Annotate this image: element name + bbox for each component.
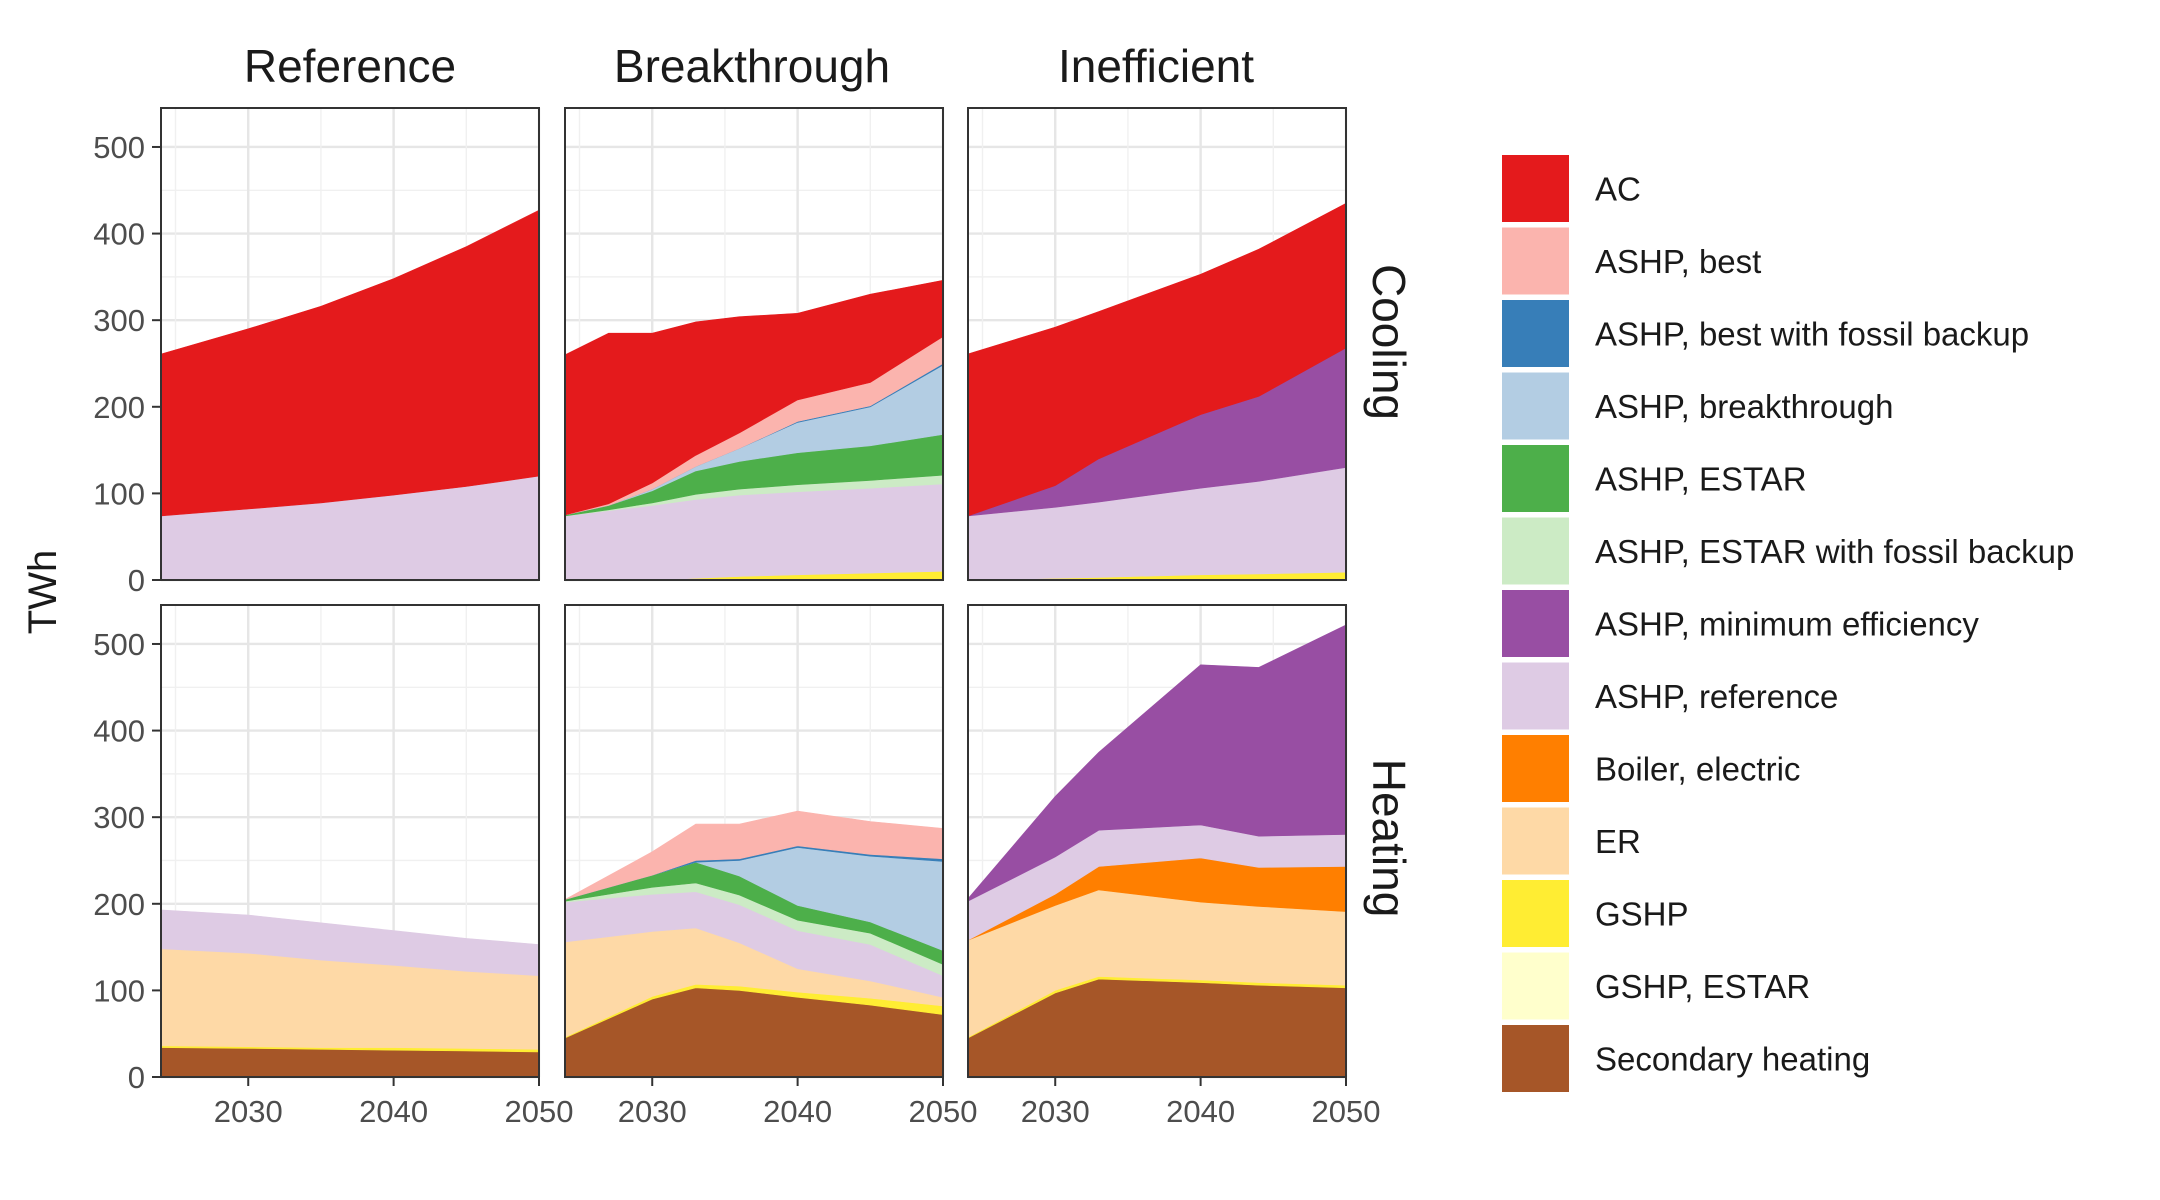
panel-border (967, 604, 1347, 1078)
legend-item-ashp-minimum-efficiency: ASHP, minimum efficiency (1502, 590, 1979, 657)
legend-label: ASHP, ESTAR with fossil backup (1595, 533, 2074, 570)
legend-label: GSHP (1595, 896, 1689, 933)
area-ashp-reference (161, 909, 539, 977)
x-tick-label: 2040 (1166, 1094, 1235, 1129)
panel-border (564, 107, 944, 581)
y-tick-label: 200 (93, 887, 145, 922)
y-axis-label: TWh (21, 550, 65, 634)
x-tick-label: 2030 (618, 1094, 687, 1129)
legend-key (1502, 1025, 1569, 1092)
y-tick-label: 400 (93, 217, 145, 252)
x-tick-label: 2040 (359, 1094, 428, 1129)
x-tick-label: 2040 (763, 1094, 832, 1129)
row-strip-heating: Heating (1363, 759, 1415, 918)
legend-label: ER (1595, 823, 1641, 860)
legend-key (1502, 590, 1569, 657)
legend-label: ASHP, ESTAR (1595, 461, 1807, 498)
legend-key (1502, 445, 1569, 512)
legend-key (1502, 880, 1569, 947)
area-ac (161, 209, 539, 517)
panel-breakthrough-heating (564, 604, 945, 1079)
panel-areas (565, 810, 943, 1077)
legend-key (1502, 372, 1569, 440)
y-tick-label: 400 (93, 714, 145, 749)
panel-breakthrough-cooling (564, 107, 945, 582)
area-secondary-heating (161, 1047, 539, 1077)
y-tick-label: 500 (93, 130, 145, 165)
legend-item-ashp-estar-with-fossil-backup: ASHP, ESTAR with fossil backup (1502, 517, 2074, 585)
legend-label: AC (1595, 171, 1641, 208)
panel-areas (565, 279, 943, 580)
legend-item-er: ER (1502, 807, 1641, 875)
legend-key (1502, 662, 1569, 730)
legend-label: Secondary heating (1595, 1041, 1870, 1078)
x-tick-label: 2030 (214, 1094, 283, 1129)
panel-inefficient-cooling (967, 107, 1348, 582)
y-tick-label: 100 (93, 476, 145, 511)
area-ashp-minimum-efficiency (968, 624, 1346, 902)
legend-item-secondary-heating: Secondary heating (1502, 1025, 1870, 1092)
legend-key (1502, 300, 1569, 367)
legend-key (1502, 155, 1569, 222)
legend-item-ashp-best-with-fossil-backup: ASHP, best with fossil backup (1502, 300, 2029, 367)
panels-layer (160, 107, 1348, 1079)
legend-label: ASHP, breakthrough (1595, 388, 1893, 425)
panel-reference-heating (160, 604, 541, 1079)
legend-key (1502, 735, 1569, 802)
panel-areas (161, 209, 539, 580)
panel-areas (968, 202, 1346, 580)
legend-item-ashp-breakthrough: ASHP, breakthrough (1502, 372, 1893, 440)
x-tick-label: 2050 (1312, 1094, 1381, 1129)
legend-label: ASHP, minimum efficiency (1595, 606, 1979, 643)
panel-areas (968, 624, 1346, 1077)
legend-label: ASHP, reference (1595, 678, 1838, 715)
panel-areas (161, 909, 539, 1077)
legend-item-boiler-electric: Boiler, electric (1502, 735, 1800, 802)
legend-item-gshp-estar: GSHP, ESTAR (1502, 952, 1810, 1020)
y-tick-label: 300 (93, 303, 145, 338)
legend-item-ac: AC (1502, 155, 1641, 222)
y-tick-label: 300 (93, 800, 145, 835)
y-tick-label: 100 (93, 973, 145, 1008)
x-axis-ticks: 2030 2040 2050 2030 2040 2050 2030 2040 2050 (214, 1077, 1381, 1129)
legend-label: Boiler, electric (1595, 751, 1800, 788)
area-ac (968, 202, 1346, 517)
x-tick-label: 2030 (1021, 1094, 1090, 1129)
y-tick-label: 500 (93, 627, 145, 662)
legend-label: ASHP, best (1595, 243, 1761, 280)
legend-item-ashp-best: ASHP, best (1502, 227, 1761, 295)
legend-key (1502, 807, 1569, 875)
area-ashp-best (565, 810, 943, 900)
panel-border (160, 107, 540, 581)
legend-key (1502, 227, 1569, 295)
row-strip-cooling: Cooling (1363, 264, 1415, 420)
panel-border (564, 604, 944, 1078)
panel-border (160, 604, 540, 1078)
legend-key (1502, 517, 1569, 585)
panel-reference-cooling (160, 107, 541, 582)
panel-inefficient-heating (967, 604, 1348, 1079)
legend-item-ashp-reference: ASHP, reference (1502, 662, 1838, 730)
x-tick-label: 2050 (505, 1094, 574, 1129)
column-title-breakthrough: Breakthrough (614, 40, 890, 92)
panel-border (967, 107, 1347, 581)
y-tick-label: 200 (93, 390, 145, 425)
legend-label: GSHP, ESTAR (1595, 968, 1810, 1005)
y-tick-label: 0 (128, 1060, 145, 1095)
column-title-inefficient: Inefficient (1058, 40, 1254, 92)
legend-label: ASHP, best with fossil backup (1595, 316, 2029, 353)
y-tick-label: 0 (128, 563, 145, 598)
column-title-reference: Reference (244, 40, 456, 92)
legend-key (1502, 952, 1569, 1020)
legend: AC ASHP, best ASHP, best with fossil backu… (1502, 155, 2074, 1092)
y-axis-ticks: 0 100 200 300 400 500 0 100 200 300 400 500 (93, 130, 161, 1095)
x-tick-label: 2050 (909, 1094, 978, 1129)
legend-item-gshp: GSHP (1502, 880, 1689, 947)
legend-item-ashp-estar: ASHP, ESTAR (1502, 445, 1807, 512)
area-ac (565, 279, 943, 516)
